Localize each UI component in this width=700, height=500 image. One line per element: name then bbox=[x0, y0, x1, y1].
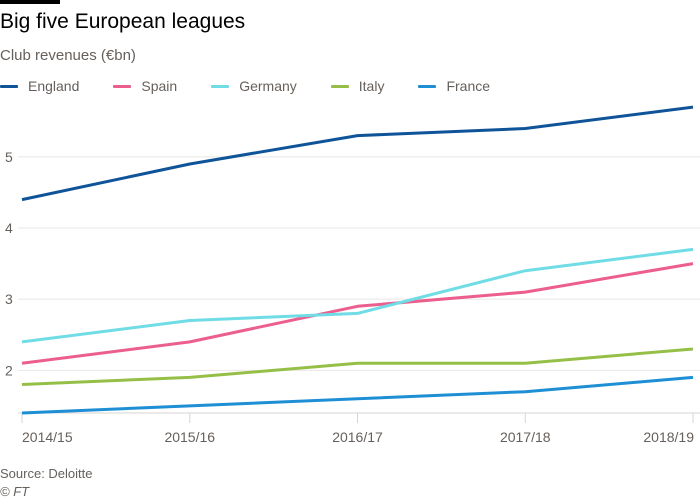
gridlines bbox=[18, 156, 700, 371]
legend-item-spain: Spain bbox=[113, 78, 177, 94]
chart-subtitle: Club revenues (€bn) bbox=[0, 47, 136, 64]
legend-swatch bbox=[330, 84, 349, 88]
x-tick-label: 2016/17 bbox=[332, 429, 383, 445]
source-note: Source: Deloitte bbox=[0, 466, 93, 481]
x-tick-label: 2015/16 bbox=[164, 429, 215, 445]
copyright: © FT bbox=[0, 484, 30, 499]
legend-label: Italy bbox=[358, 78, 385, 94]
x-tick-label: 2017/18 bbox=[500, 429, 551, 445]
y-tick-label: 2 bbox=[5, 362, 13, 378]
x-tick-label: 2014/15 bbox=[22, 429, 73, 445]
legend-swatch bbox=[113, 84, 132, 88]
series-line-england bbox=[21, 105, 694, 202]
legend-swatch bbox=[418, 84, 437, 88]
brand-bar bbox=[0, 0, 60, 4]
legend-label: France bbox=[446, 78, 491, 94]
y-tick-label: 5 bbox=[5, 149, 13, 165]
legend-label: Germany bbox=[239, 78, 297, 94]
y-tick-label: 4 bbox=[5, 220, 13, 236]
legend: England Spain Germany Italy France bbox=[0, 78, 524, 94]
x-tick-label: 2018/19 bbox=[643, 429, 694, 445]
legend-item-italy: Italy bbox=[330, 78, 385, 94]
series-lines bbox=[21, 105, 694, 415]
legend-label: Spain bbox=[141, 78, 178, 94]
x-axis: 2014/15 2015/16 2016/17 2017/18 2018/19 bbox=[18, 412, 700, 445]
legend-item-france: France bbox=[418, 78, 490, 94]
legend-item-germany: Germany bbox=[211, 78, 297, 94]
chart-title: Big five European leagues bbox=[0, 10, 246, 33]
legend-label: England bbox=[28, 78, 80, 94]
series-line-germany bbox=[21, 247, 694, 344]
legend-swatch bbox=[211, 84, 230, 88]
series-line-italy bbox=[21, 347, 694, 386]
legend-swatch bbox=[0, 84, 18, 88]
series-line-france bbox=[21, 375, 694, 415]
series-line-spain bbox=[21, 262, 694, 365]
y-axis: 2 3 4 5 bbox=[5, 149, 13, 378]
y-tick-label: 3 bbox=[5, 291, 13, 307]
legend-item-england: England bbox=[0, 78, 79, 94]
